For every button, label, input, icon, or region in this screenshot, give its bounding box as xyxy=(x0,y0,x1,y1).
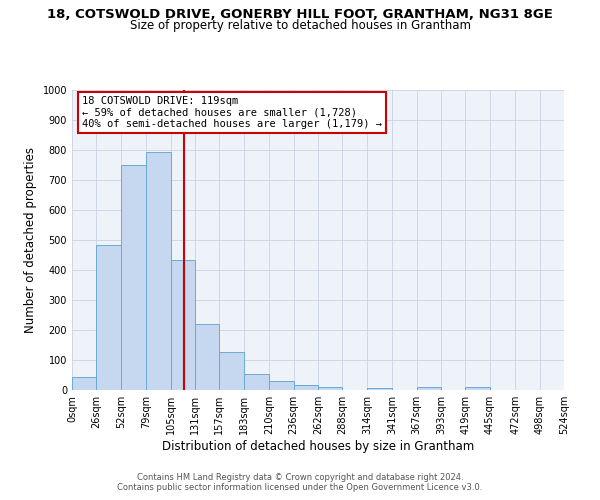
Text: Size of property relative to detached houses in Grantham: Size of property relative to detached ho… xyxy=(130,19,470,32)
Text: 18 COTSWOLD DRIVE: 119sqm
← 59% of detached houses are smaller (1,728)
40% of se: 18 COTSWOLD DRIVE: 119sqm ← 59% of detac… xyxy=(82,96,382,129)
Bar xyxy=(367,388,392,390)
Bar xyxy=(269,381,293,390)
Bar xyxy=(466,387,490,390)
Text: Contains HM Land Registry data © Crown copyright and database right 2024.
Contai: Contains HM Land Registry data © Crown c… xyxy=(118,473,482,492)
Bar xyxy=(293,385,318,390)
Bar xyxy=(244,374,269,390)
Text: 18, COTSWOLD DRIVE, GONERBY HILL FOOT, GRANTHAM, NG31 8GE: 18, COTSWOLD DRIVE, GONERBY HILL FOOT, G… xyxy=(47,8,553,20)
Bar xyxy=(72,376,97,390)
Y-axis label: Number of detached properties: Number of detached properties xyxy=(24,147,37,333)
Bar xyxy=(195,324,220,390)
Bar xyxy=(121,165,146,390)
Bar xyxy=(146,152,170,390)
Bar xyxy=(170,260,195,390)
Bar xyxy=(318,387,343,390)
X-axis label: Distribution of detached houses by size in Grantham: Distribution of detached houses by size … xyxy=(162,440,474,453)
Bar xyxy=(97,244,121,390)
Bar xyxy=(416,387,441,390)
Bar xyxy=(220,352,244,390)
